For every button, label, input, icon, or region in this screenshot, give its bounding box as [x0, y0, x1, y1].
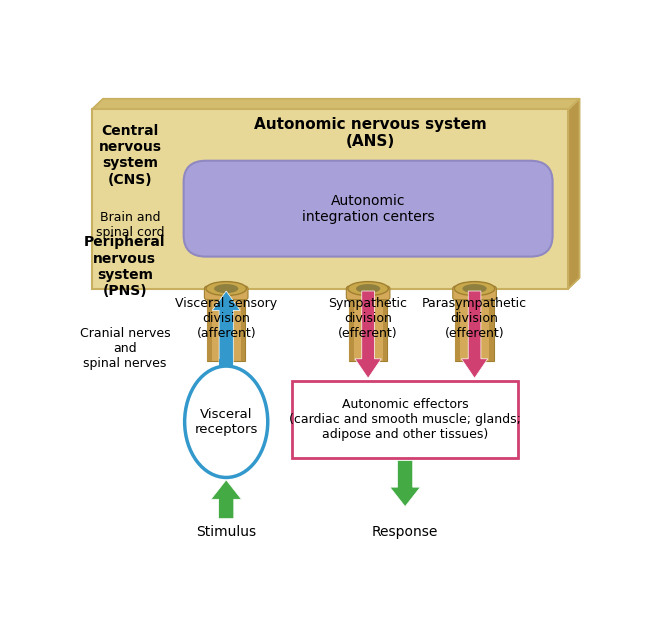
Bar	[470, 289, 479, 361]
Bar	[207, 289, 245, 361]
FancyBboxPatch shape	[292, 381, 518, 458]
Text: Visceral
receptors: Visceral receptors	[194, 408, 258, 436]
Bar	[455, 289, 494, 361]
FancyBboxPatch shape	[205, 286, 248, 300]
Text: Autonomic
integration centers: Autonomic integration centers	[301, 194, 434, 224]
Ellipse shape	[206, 282, 247, 296]
Text: Response: Response	[372, 525, 438, 538]
Bar	[349, 289, 387, 361]
FancyArrow shape	[390, 460, 421, 506]
Polygon shape	[568, 99, 579, 289]
Bar	[222, 289, 231, 361]
Ellipse shape	[348, 282, 388, 296]
Bar	[455, 289, 460, 361]
Text: Autonomic nervous system
(ANS): Autonomic nervous system (ANS)	[254, 116, 487, 149]
Text: Parasympathetic
division
(efferent): Parasympathetic division (efferent)	[422, 297, 527, 340]
Text: Sympathetic
division
(efferent): Sympathetic division (efferent)	[328, 297, 407, 340]
Bar	[364, 289, 373, 361]
Ellipse shape	[214, 284, 238, 293]
Text: Stimulus: Stimulus	[196, 525, 256, 538]
Ellipse shape	[455, 282, 495, 296]
FancyBboxPatch shape	[347, 286, 390, 300]
FancyArrow shape	[211, 480, 241, 519]
FancyArrow shape	[355, 291, 381, 378]
Bar	[241, 289, 245, 361]
FancyArrow shape	[213, 291, 240, 364]
Text: Brain and
spinal cord: Brain and spinal cord	[95, 211, 164, 239]
Text: Central
nervous
system
(CNS): Central nervous system (CNS)	[98, 124, 162, 187]
Ellipse shape	[462, 284, 487, 293]
FancyBboxPatch shape	[92, 109, 568, 289]
Text: Peripheral
nervous
system
(PNS): Peripheral nervous system (PNS)	[84, 235, 165, 298]
Bar	[489, 289, 494, 361]
Text: Visceral sensory
division
(afferent): Visceral sensory division (afferent)	[175, 297, 277, 340]
FancyBboxPatch shape	[453, 286, 496, 300]
Bar	[383, 289, 387, 361]
Text: Autonomic effectors
(cardiac and smooth muscle; glands;
adipose and other tissue: Autonomic effectors (cardiac and smooth …	[289, 398, 521, 441]
Ellipse shape	[184, 366, 267, 477]
Ellipse shape	[356, 284, 380, 293]
Text: Cranial nerves
and
spinal nerves: Cranial nerves and spinal nerves	[80, 327, 170, 370]
Bar	[219, 359, 233, 369]
Bar	[349, 289, 354, 361]
FancyBboxPatch shape	[184, 161, 553, 257]
Polygon shape	[92, 99, 579, 109]
Bar	[207, 289, 212, 361]
FancyArrow shape	[461, 291, 488, 378]
